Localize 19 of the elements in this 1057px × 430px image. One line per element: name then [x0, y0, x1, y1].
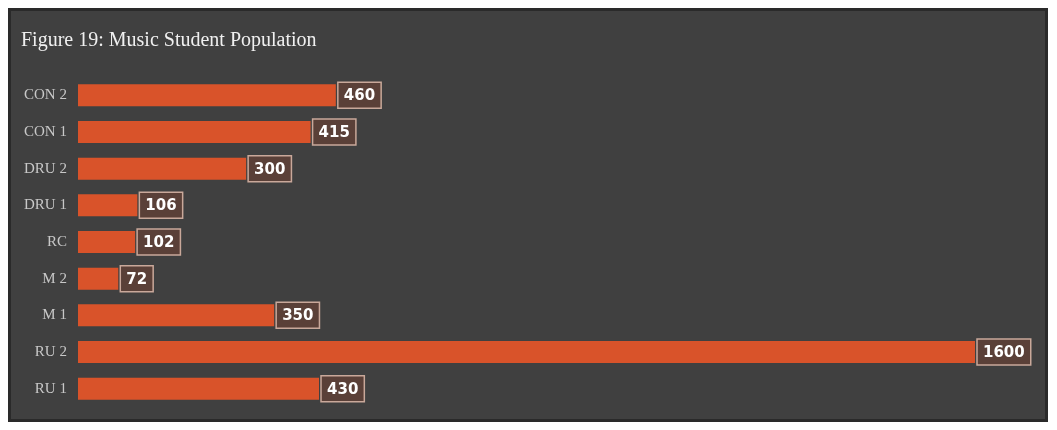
data-label: 72 — [126, 269, 148, 288]
y-tick-label: CON 2 — [24, 86, 67, 103]
data-label: 430 — [327, 379, 359, 398]
data-label: 300 — [254, 159, 286, 178]
chart-title: Figure 19: Music Student Population — [21, 28, 317, 52]
data-label: 1600 — [983, 342, 1025, 361]
y-tick-label: CON 1 — [24, 122, 67, 139]
data-label: 460 — [343, 86, 376, 105]
y-tick-label: DRU 1 — [24, 196, 67, 213]
data-label: 102 — [143, 232, 175, 251]
y-tick-label: RC — [46, 232, 67, 249]
data-label: 350 — [282, 306, 314, 325]
y-tick-label: DRU 2 — [24, 159, 67, 176]
y-tick-label: M 1 — [42, 306, 67, 323]
y-tick-label: M 2 — [42, 269, 67, 286]
data-label: 106 — [145, 196, 177, 215]
y-tick-label: RU 2 — [34, 342, 67, 359]
y-tick-label: RU 1 — [34, 379, 67, 396]
data-label: 415 — [318, 122, 350, 141]
